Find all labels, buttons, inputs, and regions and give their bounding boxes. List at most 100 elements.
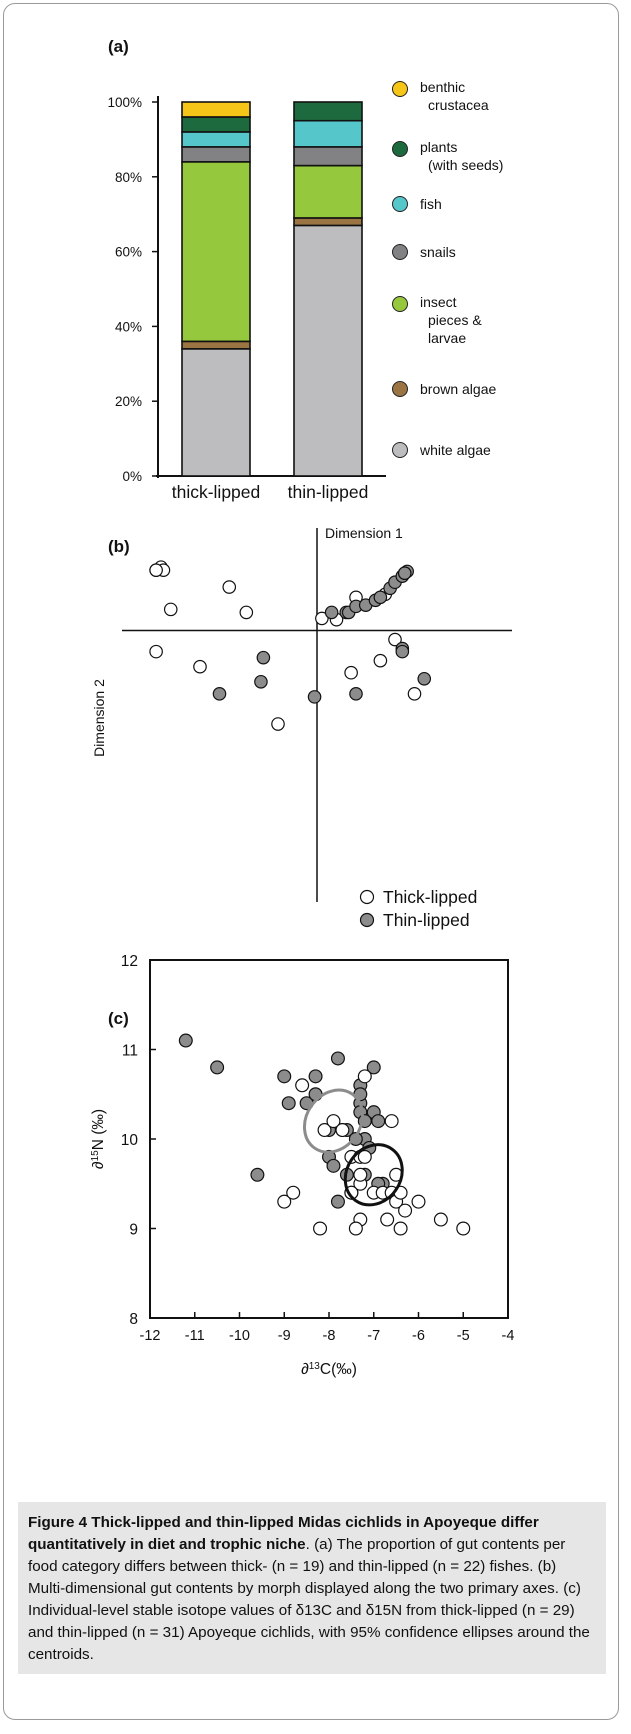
point-thick-lipped [384,1114,399,1129]
point-thick-lipped [271,717,285,731]
point-thin-lipped [371,1114,386,1129]
point-thick-lipped [357,1149,372,1164]
legend-label: larvae [428,330,466,346]
y-tick-label: 60% [115,245,142,260]
bar-segment-plants-with-seeds- [293,101,363,122]
point-thick-lipped [149,644,163,659]
y-tick-label: 8 [129,1311,138,1328]
x-category-label: thick-lipped [172,482,261,502]
point-thin-lipped [330,1194,345,1209]
point-thick-lipped [326,1114,341,1129]
point-thin-lipped [324,605,339,620]
point-thin-lipped [250,1167,265,1182]
x-tick-label: -7 [367,1328,380,1344]
y-tick-label: 10 [121,1132,139,1149]
point-thin-lipped [307,690,322,704]
legend-label-thick-lipped: Thick-lipped [383,887,477,907]
point-thick-lipped [193,659,207,674]
point-thin-lipped [254,674,268,689]
point-thin-lipped [366,1060,381,1075]
bar-segment-snails [293,146,363,167]
y-tick-label: 9 [129,1222,138,1239]
y-tick-label: 11 [122,1043,138,1060]
legend-label: pieces & [428,312,482,328]
figure-caption: Figure 4 Thick-lipped and thin-lipped Mi… [18,1502,606,1674]
point-thick-lipped [286,1185,301,1200]
point-thick-lipped [277,1194,292,1209]
point-thick-lipped [149,563,163,577]
x-tick-label: -10 [229,1328,250,1344]
point-thick-lipped [411,1194,426,1209]
x-tick-label: -12 [140,1328,161,1344]
point-thick-lipped [317,1123,332,1138]
point-thin-lipped [330,1051,345,1066]
x-tick-label: -6 [412,1328,425,1344]
point-thick-lipped [348,1221,363,1236]
legend-swatch [392,196,408,212]
point-thick-lipped [335,1123,350,1138]
panel-a-stacked-bar-chart: 0% 20% 40% 60% 80% 100% thick-lipped thin-lippe… [107,79,503,502]
point-thick-lipped [388,632,402,647]
bar-segment-white-algae [293,224,363,477]
point-thick-lipped [433,1212,448,1227]
legend-swatch-thick-lipped [359,889,375,905]
point-thin-lipped [178,1033,193,1048]
point-thick-lipped [163,602,178,617]
x-tick-label: -5 [457,1328,470,1344]
bar-segment-white-algae [181,348,251,477]
confidence-ellipse-thin-lipped [302,1088,364,1154]
point-thin-lipped [308,1069,323,1084]
legend-label: brown algae [420,381,496,397]
axis-label-dimension-2: Dimension 2 [91,679,107,757]
point-thin-lipped [281,1096,296,1111]
plot-frame [149,959,509,1319]
point-thin-lipped [326,1158,341,1173]
point-thick-lipped [393,1221,408,1236]
panel-b-label: (b) [108,537,130,556]
point-thin-lipped [212,687,227,701]
bar-segment-fish [181,131,251,148]
x-category-label: thin-lipped [288,482,369,502]
caption-title: Figure 4 Thick-lipped and thin-lipped Mi… [28,1514,539,1553]
panel-b-ordination-plot: Dimension 1 Dimension 2 Thick-lipped Thin-l… [91,525,512,930]
y-tick-label: 40% [115,319,142,334]
point-thick-lipped [407,687,422,701]
point-thick-lipped [456,1221,471,1236]
point-thick-lipped [295,1078,310,1093]
legend-swatch [392,381,408,397]
legend-swatch [392,244,408,260]
point-thick-lipped [380,1212,395,1227]
point-thin-lipped [417,671,432,686]
point-thick-lipped [357,1069,372,1084]
bar-segment-snails [181,146,251,163]
confidence-ellipse-thick-lipped [343,1143,404,1207]
point-thick-lipped [344,665,358,680]
point-thin-lipped [395,644,410,659]
legend-swatch [392,81,408,97]
point-thin-lipped [277,1069,292,1084]
axis-label-dimension-1: Dimension 1 [325,525,403,541]
x-tick-label: -4 [502,1328,515,1344]
y-tick-label: 12 [121,953,138,970]
legend-swatch [392,141,408,157]
point-thin-lipped [210,1060,225,1075]
bar-segment-fish [293,119,363,148]
legend-swatch [392,296,408,312]
bar-segment-benthic-crustacea [181,101,251,118]
x-tick-label: -11 [185,1328,205,1344]
panel-a-label: (a) [108,37,129,56]
legend-label-thin-lipped: Thin-lipped [383,910,470,930]
y-tick-label: 100% [107,95,142,110]
bar-segment-brown-algae [181,340,251,350]
legend-label: crustacea [428,97,489,113]
legend-label: (with seeds) [428,157,503,173]
point-thin-lipped [373,590,388,605]
legend-label: snails [420,244,456,260]
point-thin-lipped [349,687,363,701]
point-thick-lipped [313,1221,328,1236]
legend-swatch-thin-lipped [359,912,375,928]
bar-segment-plants-with-seeds- [181,116,251,133]
y-axis-label: ∂15N (‰) [90,1109,108,1169]
legend-label: plants [420,139,457,155]
